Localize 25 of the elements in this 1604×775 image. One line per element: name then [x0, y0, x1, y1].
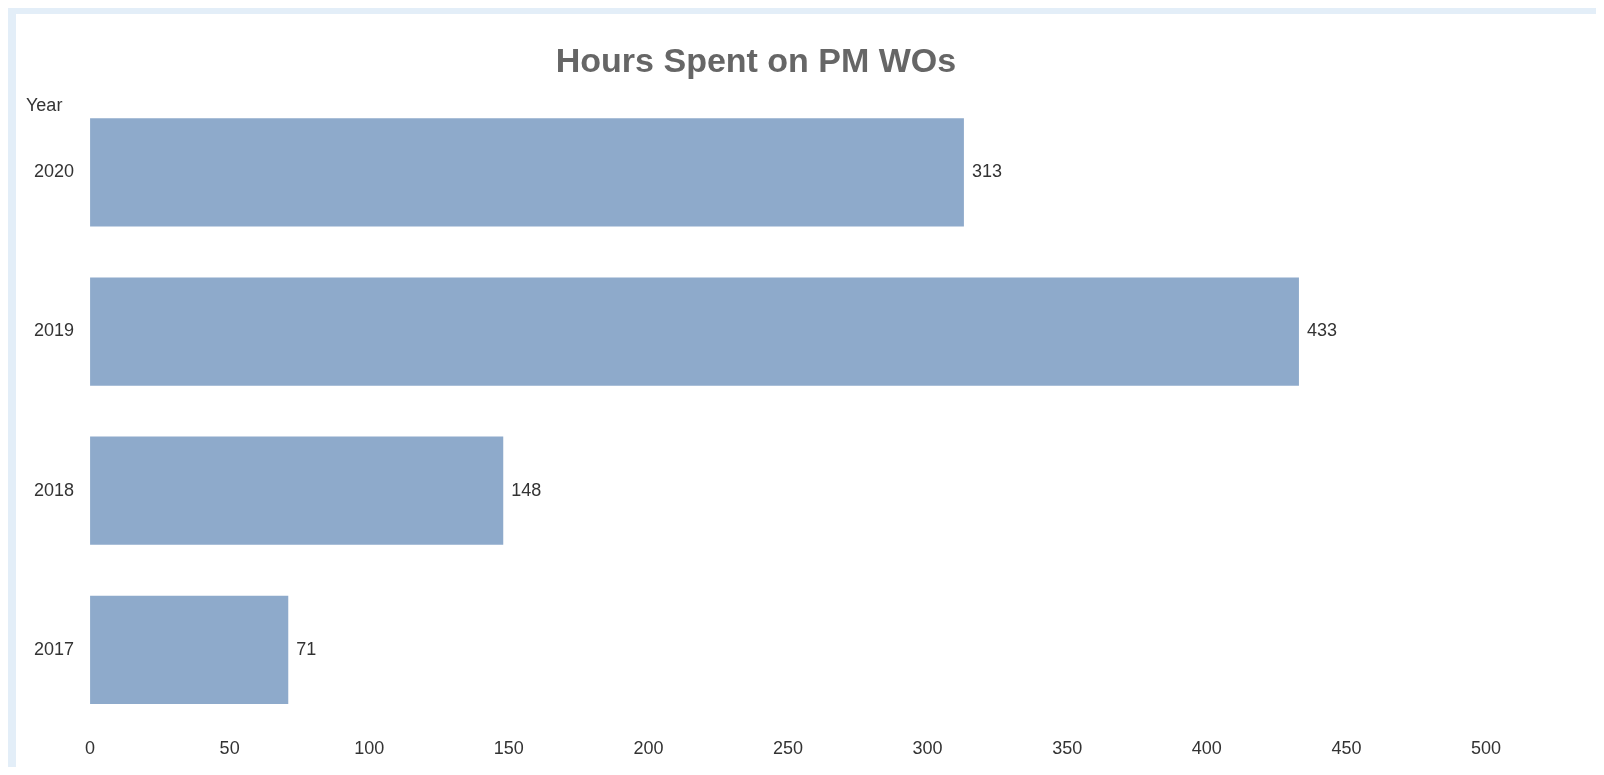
x-tick-label: 0 [85, 738, 96, 759]
bar [90, 436, 504, 545]
x-tick-label: 100 [354, 738, 385, 759]
y-tick-label: 2019 [34, 320, 75, 341]
x-tick-label: 300 [912, 738, 943, 759]
bar [90, 595, 289, 704]
bar [90, 277, 1299, 386]
y-tick-label: 2020 [34, 161, 75, 182]
y-tick-label: 2017 [34, 638, 75, 659]
y-tick-label: 2018 [34, 479, 75, 500]
data-label: 148 [511, 479, 542, 500]
chart-title: Hours Spent on PM WOs [555, 40, 957, 79]
x-tick-label: 400 [1191, 738, 1222, 759]
x-tick-label: 500 [1470, 738, 1502, 759]
y-axis-title: Year [26, 94, 63, 115]
x-tick-label: 150 [493, 738, 524, 759]
data-label: 71 [296, 638, 317, 659]
bar [90, 118, 964, 227]
x-tick-label: 50 [219, 738, 240, 759]
x-tick-label: 200 [633, 738, 664, 759]
data-label: 433 [1306, 320, 1337, 341]
x-tick-label: 250 [773, 738, 804, 759]
data-label: 313 [971, 161, 1002, 182]
x-tick-label: 450 [1331, 738, 1362, 759]
x-tick-label: 350 [1052, 738, 1083, 759]
